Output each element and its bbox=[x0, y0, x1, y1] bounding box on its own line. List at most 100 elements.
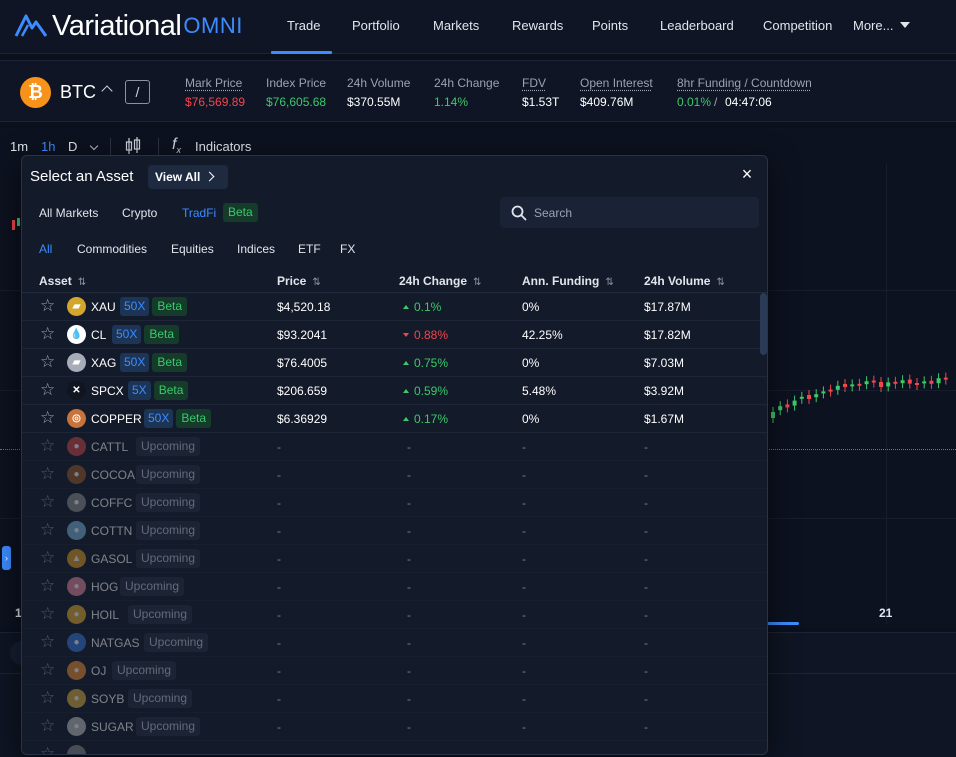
star-icon[interactable]: ☆ bbox=[40, 464, 56, 483]
tab-tradfi[interactable]: TradFi bbox=[182, 206, 217, 220]
heating-oil-icon: ● bbox=[67, 605, 86, 624]
candle-body bbox=[785, 404, 790, 408]
star-icon[interactable]: ☆ bbox=[40, 660, 56, 679]
nav-leaderboard[interactable]: Leaderboard bbox=[660, 18, 734, 33]
tab-all-markets[interactable]: All Markets bbox=[39, 206, 99, 220]
star-icon[interactable]: ☆ bbox=[40, 436, 56, 455]
timeframe-1h[interactable]: 1h bbox=[41, 139, 56, 154]
column-volume[interactable]: 24h Volume ⇅ bbox=[644, 274, 725, 288]
sidebar-toggle-button[interactable]: › bbox=[2, 546, 11, 570]
table-row[interactable]: ☆ ● COFFC Upcoming - - - - bbox=[22, 489, 767, 517]
search-input[interactable] bbox=[534, 204, 734, 222]
more-caret-icon[interactable] bbox=[900, 22, 910, 28]
sort-icon[interactable]: ⇅ bbox=[716, 277, 725, 288]
coffee-icon: ● bbox=[67, 493, 86, 512]
chart-scroll-handle[interactable] bbox=[765, 622, 799, 625]
market-symbol[interactable]: BTC bbox=[60, 82, 96, 102]
sort-icon[interactable]: ⇅ bbox=[473, 277, 482, 288]
timeframe-1m[interactable]: 1m bbox=[10, 139, 29, 154]
nav-trade[interactable]: Trade bbox=[287, 18, 321, 33]
star-icon[interactable]: ☆ bbox=[40, 324, 56, 343]
star-icon[interactable]: ☆ bbox=[40, 604, 56, 623]
logo[interactable]: Variational OMNI bbox=[14, 10, 243, 42]
table-row[interactable]: ☆ ▰ XAU 50X Beta $4,520.18 0.1% 0% $17.87… bbox=[22, 293, 767, 321]
nav-portfolio[interactable]: Portfolio bbox=[352, 18, 400, 33]
subtab-commodities[interactable]: Commodities bbox=[77, 242, 148, 256]
candlestick-icon[interactable] bbox=[124, 136, 142, 156]
star-icon[interactable]: ☆ bbox=[40, 576, 56, 595]
nav-markets[interactable]: Markets bbox=[433, 18, 480, 33]
subtab-all[interactable]: All bbox=[39, 242, 53, 256]
scrollbar[interactable] bbox=[760, 293, 767, 355]
star-icon[interactable]: ☆ bbox=[40, 632, 56, 651]
subtab-etf[interactable]: ETF bbox=[298, 242, 321, 256]
star-icon[interactable]: ☆ bbox=[40, 492, 56, 511]
column-asset[interactable]: Asset ⇅ bbox=[39, 274, 86, 288]
table-row[interactable]: ☆ ● COCOA Upcoming - - - - bbox=[22, 461, 767, 489]
pair-select-button[interactable]: / bbox=[125, 80, 150, 104]
volume-cell: - bbox=[644, 720, 648, 734]
change-value: 0.59% bbox=[414, 384, 449, 398]
star-icon[interactable]: ☆ bbox=[40, 380, 56, 399]
star-icon[interactable]: ☆ bbox=[40, 408, 56, 427]
volume-cell: - bbox=[644, 468, 648, 482]
table-row[interactable]: ☆ ● SOYB Upcoming - - - - bbox=[22, 685, 767, 713]
subtab-indices[interactable]: Indices bbox=[237, 242, 276, 256]
indicators-button[interactable]: Indicators bbox=[195, 139, 252, 154]
arrow-up-icon bbox=[403, 389, 409, 393]
sort-icon[interactable]: ⇅ bbox=[605, 277, 614, 288]
volume-cell: $1.67M bbox=[644, 412, 685, 426]
tab-crypto[interactable]: Crypto bbox=[122, 206, 158, 220]
candle-body bbox=[778, 406, 783, 411]
candle-body bbox=[922, 381, 927, 384]
beta-badge: Beta bbox=[144, 325, 180, 344]
view-all-button[interactable]: View All bbox=[148, 165, 229, 189]
table-row[interactable]: ☆ ◎ COPPER 50X Beta $6.36929 0.17% 0% $1.… bbox=[22, 405, 767, 433]
table-row[interactable]: ☆ ● COTTN Upcoming - - - - bbox=[22, 517, 767, 545]
column-change[interactable]: 24h Change ⇅ bbox=[399, 274, 481, 288]
star-icon[interactable]: ☆ bbox=[40, 296, 56, 315]
chevron-up-icon[interactable] bbox=[101, 85, 113, 97]
nav-points[interactable]: Points bbox=[592, 18, 629, 33]
open-interest-label: Open Interest bbox=[580, 76, 653, 90]
subtab-equities[interactable]: Equities bbox=[171, 242, 214, 256]
table-row[interactable]: ☆ ● HOG Upcoming - - - - bbox=[22, 573, 767, 601]
subtab-fx[interactable]: FX bbox=[340, 242, 356, 256]
funding-separator: / bbox=[714, 95, 718, 109]
change-cell: 0.88% bbox=[403, 328, 448, 342]
table-row[interactable]: ☆ ● OJ Upcoming - - - - bbox=[22, 657, 767, 685]
star-icon[interactable]: ☆ bbox=[40, 548, 56, 567]
table-row[interactable]: ☆ ✕ SPCX 5X Beta $206.659 0.59% 5.48% $3.… bbox=[22, 377, 767, 405]
sort-icon[interactable]: ⇅ bbox=[312, 277, 321, 288]
star-icon[interactable]: ☆ bbox=[40, 352, 56, 371]
column-funding[interactable]: Ann. Funding ⇅ bbox=[522, 274, 614, 288]
search-box[interactable] bbox=[500, 197, 759, 228]
fx-icon[interactable]: fx bbox=[172, 136, 181, 156]
nav-rewards[interactable]: Rewards bbox=[512, 18, 564, 33]
table-row[interactable]: ☆ ● HOIL Upcoming - - - - bbox=[22, 601, 767, 629]
table-row[interactable]: ☆ ▰ XAG 50X Beta $76.4005 0.75% 0% $7.03M bbox=[22, 349, 767, 377]
nav-competition[interactable]: Competition bbox=[763, 18, 833, 33]
table-row[interactable]: ☆ 💧 CL 50X Beta $93.2041 0.88% 42.25% $17… bbox=[22, 321, 767, 349]
leverage-badge: 50X bbox=[144, 409, 174, 428]
upcoming-badge: Upcoming bbox=[128, 689, 193, 708]
star-icon[interactable]: ☆ bbox=[40, 520, 56, 539]
table-row[interactable]: ☆ ● CATTL Upcoming - - - - bbox=[22, 433, 767, 461]
funding-cell: 0% bbox=[522, 412, 540, 426]
table-row[interactable]: ☆ ● SUGAR Upcoming - - - - bbox=[22, 713, 767, 741]
timeframe-d[interactable]: D bbox=[68, 139, 78, 154]
asset-symbol: CL bbox=[91, 328, 107, 342]
star-icon[interactable]: ☆ bbox=[40, 744, 56, 755]
table-row[interactable]: ☆ ▲ GASOL Upcoming - - - - bbox=[22, 545, 767, 573]
price-cell: $76.4005 bbox=[277, 356, 328, 370]
candles-layer bbox=[12, 218, 948, 423]
close-icon[interactable]: × bbox=[741, 164, 753, 184]
asset-tags: Upcoming bbox=[128, 605, 193, 624]
nav-more[interactable]: More... bbox=[853, 18, 894, 33]
sort-icon[interactable]: ⇅ bbox=[77, 277, 87, 288]
column-price[interactable]: Price ⇅ bbox=[277, 274, 321, 288]
table-row[interactable]: ☆ bbox=[22, 741, 767, 755]
star-icon[interactable]: ☆ bbox=[40, 716, 56, 735]
star-icon[interactable]: ☆ bbox=[40, 688, 56, 707]
table-row[interactable]: ☆ ● NATGAS Upcoming - - - - bbox=[22, 629, 767, 657]
